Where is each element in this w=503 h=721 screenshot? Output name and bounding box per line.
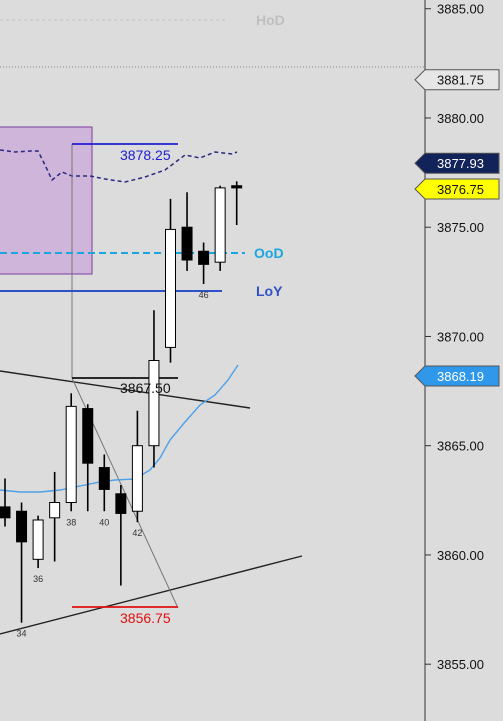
candle-number-label: 38 xyxy=(66,517,76,527)
price-tag: 3877.93 xyxy=(414,152,500,174)
price-tag-label: 3877.93 xyxy=(437,156,484,171)
candle-body xyxy=(49,502,61,519)
price-tick-label: 3885.00 xyxy=(437,2,484,17)
high-mark-label: 3878.25 xyxy=(120,147,171,163)
candle-body xyxy=(115,493,127,514)
candle xyxy=(82,404,94,512)
price-tick-label: 3870.00 xyxy=(437,329,484,344)
price-tag: 3868.19 xyxy=(414,365,500,387)
candle-body xyxy=(82,408,94,464)
candle xyxy=(16,502,28,623)
candle xyxy=(65,393,77,512)
candle xyxy=(49,471,61,562)
candle-number-label: 46 xyxy=(199,290,209,300)
candle-body xyxy=(16,510,28,543)
candle xyxy=(165,198,176,363)
price-tag: 3876.75 xyxy=(414,178,500,200)
price-tick-label: 3875.00 xyxy=(437,220,484,235)
price-axis: 3885.00 3880.00 3875.00 3870.00 3865.00 3860.… xyxy=(425,2,484,672)
candle-body xyxy=(148,360,160,447)
price-tag-label: 3876.75 xyxy=(437,182,484,197)
candle-number-label: 36 xyxy=(33,574,43,584)
candle-body xyxy=(214,187,226,263)
upper-trendline xyxy=(0,370,251,409)
price-tag-box xyxy=(414,178,500,200)
candle xyxy=(98,454,110,512)
candle-body xyxy=(98,467,110,490)
candle xyxy=(32,515,44,569)
candle xyxy=(131,410,143,523)
band-line xyxy=(0,149,238,183)
candle xyxy=(148,310,160,468)
candle-body xyxy=(198,250,210,265)
candle xyxy=(181,192,193,271)
candle xyxy=(214,185,226,271)
candle-body xyxy=(65,405,77,504)
price-tag-label: 3881.75 xyxy=(437,73,484,88)
candle-body xyxy=(0,506,11,519)
price-tag-box xyxy=(414,152,500,174)
candle xyxy=(231,181,243,226)
candle-number-label: 42 xyxy=(132,528,142,538)
range-zone xyxy=(0,126,93,275)
candle-number-label: 34 xyxy=(17,629,27,639)
candle-body xyxy=(231,185,243,189)
price-tick-label: 3860.00 xyxy=(437,548,484,563)
candle-number-label: 40 xyxy=(99,517,109,527)
price-tag-box xyxy=(414,69,500,91)
loy-label: LoY xyxy=(256,283,283,299)
price-tags: 3881.75 3877.93 3876.75 3868.19 xyxy=(414,69,500,387)
lower-trendline xyxy=(0,555,303,635)
candle-labels: 34 36 38 40 42 46 xyxy=(17,290,209,639)
candle-body xyxy=(165,228,176,348)
hod-label: HoD xyxy=(256,12,285,28)
candles xyxy=(0,181,243,623)
moving-average-curve xyxy=(0,364,239,493)
price-tick-label: 3880.00 xyxy=(437,111,484,126)
price-tag: 3881.75 xyxy=(414,69,500,91)
candle-body xyxy=(181,226,193,261)
price-tag-label: 3868.19 xyxy=(437,369,484,384)
candle-body xyxy=(131,445,143,512)
mid-mark-label: 3867.50 xyxy=(120,380,171,396)
price-tick-label: 3855.00 xyxy=(437,657,484,672)
price-tag-box xyxy=(414,365,500,387)
low-mark-label: 3856.75 xyxy=(120,610,171,626)
candle xyxy=(115,485,127,586)
candle xyxy=(198,242,210,285)
candle xyxy=(0,478,11,527)
price-tick-label: 3865.00 xyxy=(437,439,484,454)
ood-label: OoD xyxy=(254,245,284,261)
candle-body xyxy=(32,519,44,560)
